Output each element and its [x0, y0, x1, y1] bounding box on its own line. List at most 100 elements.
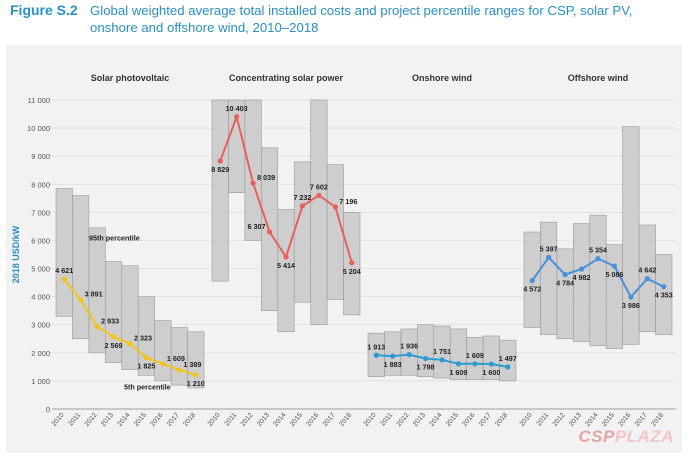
percentile-band [499, 339, 517, 382]
panel-title: Offshore wind [568, 73, 629, 83]
x-tick-label: 2014 [428, 412, 443, 428]
chart-panel: 0 1 000 2 000 3 000 4 000 5 000 6 000 7 000 8 00… [6, 45, 682, 453]
data-point [250, 180, 256, 186]
x-tick-label: 2017 [478, 412, 493, 428]
annotation-95th: 95th percentile [89, 233, 140, 242]
data-label: 2 569 [105, 341, 123, 350]
percentile-band [605, 244, 623, 349]
data-label: 5 086 [605, 270, 623, 279]
x-tick-label: 2016 [617, 412, 632, 428]
data-label: 4 642 [638, 266, 656, 275]
panel-solar-photovoltaic: Solar photovoltaic 4 621 3 891 2 933 2 569 2 … [51, 73, 205, 428]
percentile-band [72, 195, 90, 340]
data-point [562, 272, 568, 278]
figure-title: Global weighted average total installed … [90, 3, 633, 35]
data-point [94, 324, 100, 330]
x-tick-label: 2010 [51, 412, 66, 428]
data-label: 4 982 [573, 273, 591, 282]
x-tick-label: 2016 [149, 412, 164, 428]
panel-title: Concentrating solar power [229, 73, 344, 83]
x-tick-label: 2018 [338, 412, 353, 428]
data-label: 8 829 [211, 165, 229, 174]
panel-title: Solar photovoltaic [91, 73, 170, 83]
data-point [455, 361, 462, 367]
data-label: 5 354 [589, 246, 607, 255]
x-tick-label: 2014 [272, 412, 287, 428]
percentile-band [244, 99, 262, 241]
data-point [78, 297, 84, 303]
percentile-band [589, 214, 607, 347]
figure-label: Figure S.2 [10, 2, 78, 18]
panel-title: Onshore wind [412, 73, 472, 83]
x-tick-label: 2011 [67, 412, 82, 428]
data-point [217, 158, 223, 164]
data-point [661, 284, 667, 290]
x-tick-label: 2013 [412, 412, 427, 428]
data-label: 1 600 [482, 368, 500, 377]
data-label: 1 883 [384, 360, 402, 369]
watermark-part-2: PLAZA [614, 427, 674, 446]
x-tick-label: 2010 [207, 412, 222, 428]
data-label: 1 751 [433, 347, 451, 356]
data-label: 4 572 [523, 285, 541, 294]
x-tick-label: 2017 [322, 412, 337, 428]
x-tick-label: 2012 [396, 412, 411, 428]
panel-onshore-wind: Onshore wind 1 913 1 883 1 936 1 798 1 751 1 6… [363, 73, 517, 428]
percentile-band [121, 265, 139, 370]
y-tick-label: 0 [46, 405, 50, 414]
data-point [628, 294, 634, 300]
data-point [316, 192, 322, 199]
percentile-band [622, 126, 640, 345]
data-point [234, 114, 240, 120]
x-tick-label: 2015 [601, 412, 616, 428]
y-tick-label: 6 000 [31, 236, 50, 245]
data-point [390, 353, 396, 359]
x-tick-label: 2015 [133, 412, 148, 428]
data-label: 1 210 [187, 379, 205, 388]
x-tick-label: 2016 [461, 412, 476, 428]
y-tick-label: 10 000 [27, 124, 50, 133]
data-label: 10 403 [226, 104, 248, 113]
y-tick-label: 5 000 [31, 265, 50, 274]
y-tick-label: 7 000 [31, 208, 50, 217]
data-label: 1 497 [499, 354, 517, 363]
data-label: 4 784 [556, 279, 574, 288]
data-point [332, 204, 338, 210]
data-label: 5 397 [540, 244, 558, 253]
data-point [127, 341, 133, 347]
data-point [299, 203, 306, 209]
x-tick-label: 2017 [634, 412, 649, 428]
x-tick-label: 2016 [305, 412, 320, 428]
percentile-band [573, 223, 591, 342]
data-label: 8 039 [257, 173, 275, 182]
data-label: 1 609 [449, 368, 467, 377]
data-point [595, 256, 601, 262]
percentile-band [655, 254, 673, 335]
data-label: 7 232 [293, 193, 311, 202]
data-label: 1 389 [183, 360, 201, 369]
percentile-band [326, 164, 344, 300]
data-point [110, 334, 117, 340]
x-tick-label: 2013 [100, 412, 115, 428]
x-tick-label: 2012 [552, 412, 567, 428]
data-label: 3 891 [85, 290, 103, 299]
data-label: 1 609 [167, 354, 185, 363]
y-tick-label: 8 000 [31, 180, 50, 189]
percentile-band [310, 99, 328, 326]
x-tick-label: 2017 [166, 412, 181, 428]
data-point [373, 352, 379, 358]
data-point [546, 254, 552, 260]
data-label: 1 825 [137, 362, 155, 371]
data-point [283, 254, 289, 260]
y-tick-label: 9 000 [31, 152, 50, 161]
data-label: 4 353 [655, 291, 673, 300]
x-tick-label: 2018 [494, 412, 509, 428]
data-point [422, 355, 429, 362]
data-label: 7 602 [310, 182, 328, 191]
data-label: 4 621 [55, 266, 73, 275]
x-tick-label: 2018 [182, 412, 197, 428]
data-point [266, 229, 273, 235]
percentile-band [540, 221, 558, 335]
x-tick-label: 2014 [584, 412, 599, 428]
